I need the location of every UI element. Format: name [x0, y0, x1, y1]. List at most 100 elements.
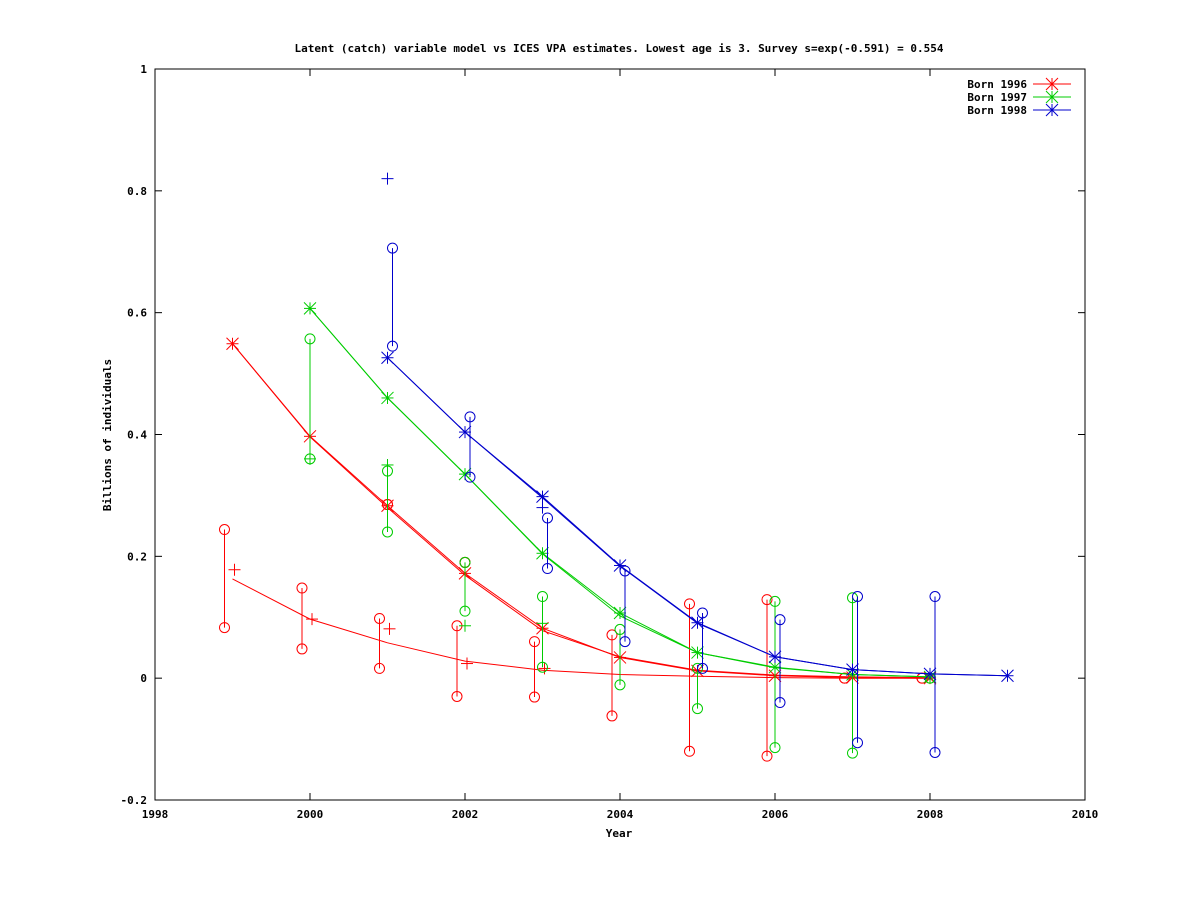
series-interval-circle: [459, 605, 471, 617]
survey-plus-marker: [459, 619, 471, 632]
series-interval-circle: [769, 595, 781, 607]
series-vpa-line: [309, 308, 931, 678]
series-interval-circle: [852, 737, 863, 749]
series-model-line: [309, 308, 931, 678]
legend-marker: [1045, 103, 1059, 117]
series-interval-circle: [387, 340, 398, 352]
series-interval-circle: [929, 591, 941, 603]
series-interval-circle: [697, 662, 708, 674]
lowest-age-plus-marker: [306, 613, 318, 626]
legend-marker: [1045, 90, 1059, 104]
series-model-line: [232, 343, 931, 679]
x-tick-label: 2000: [297, 808, 324, 821]
series-star-marker: [303, 302, 317, 315]
series-star-marker: [613, 559, 627, 572]
lowest-age-plus-marker: [228, 563, 241, 576]
lowest-age-interval-circle: [761, 594, 773, 606]
y-tick-label: 0.8: [127, 185, 147, 198]
series-interval-circle: [542, 563, 553, 575]
series-interval-circle: [542, 512, 553, 524]
series-interval-circle: [619, 565, 631, 577]
x-tick-label: 1998: [142, 808, 169, 821]
series-interval-circle: [619, 636, 631, 648]
y-tick-label: 0.4: [127, 429, 147, 442]
x-tick-label: 2004: [607, 808, 634, 821]
lowest-age-interval-circle: [296, 643, 308, 655]
x-axis-label: Year: [606, 827, 633, 840]
y-tick-label: 0.6: [127, 307, 147, 320]
y-axis-label: Billions of individuals: [101, 359, 114, 511]
y-tick-label: 0.2: [127, 550, 147, 563]
series-star-marker: [226, 337, 239, 351]
x-tick-label: 2010: [1072, 808, 1099, 821]
series-star-marker: [381, 351, 394, 365]
lowest-age-interval-circle: [761, 750, 773, 762]
series-interval-circle: [929, 746, 941, 758]
lowest-age-interval-circle: [296, 582, 308, 594]
series-interval-circle: [304, 333, 316, 345]
legend-marker: [1045, 77, 1059, 91]
lowest-age-interval-circle: [606, 710, 618, 722]
lowest-age-interval-circle: [529, 691, 540, 703]
survey-plus-marker: [381, 172, 394, 185]
series-interval-circle: [382, 526, 393, 538]
lowest-age-interval-circle: [451, 690, 463, 702]
x-tick-label: 2002: [452, 808, 479, 821]
series-star-marker: [768, 650, 782, 664]
x-tick-label: 2006: [762, 808, 789, 821]
lowest-age-interval-circle: [219, 622, 230, 634]
lowest-age-interval-circle: [374, 662, 385, 674]
y-tick-label: 1: [140, 63, 147, 76]
lowest-age-interval-circle: [219, 524, 230, 536]
series-interval-circle: [847, 747, 858, 759]
series-interval-circle: [464, 411, 476, 423]
series-interval-circle: [464, 471, 476, 483]
survey-plus-marker: [304, 452, 316, 465]
series-interval-circle: [774, 614, 786, 626]
legend-label: Born 1998: [967, 104, 1027, 117]
series-star-marker: [923, 667, 937, 681]
y-tick-label: 0: [140, 672, 147, 685]
series-interval-circle: [537, 591, 548, 603]
plot-frame: [154, 68, 1086, 801]
series-interval-circle: [459, 556, 471, 568]
axes: 1998 2000 2002 2004 2006 2008 2010 -0.2 0 0.2 0.4 0…: [121, 63, 1099, 821]
lowest-age-plus-marker: [461, 657, 473, 670]
lowest-age-interval-circle: [529, 636, 540, 648]
survey-plus-marker: [536, 617, 549, 630]
series-star-marker: [536, 490, 549, 503]
series-star-marker: [691, 646, 704, 659]
lowest-age-plus-marker: [383, 622, 396, 635]
legend-label: Born 1996: [967, 78, 1027, 91]
lowest-age-curve: [232, 578, 930, 679]
series-star-marker: [1001, 669, 1014, 683]
survey-plus-marker: [381, 458, 394, 471]
series-star-marker: [613, 606, 627, 620]
x-tick-label: 2008: [917, 808, 944, 821]
series-star-marker: [381, 391, 394, 405]
series-interval-circle: [774, 697, 786, 709]
survey-plus-marker: [536, 501, 549, 514]
series-star-marker: [458, 425, 472, 439]
lowest-age-interval-circle: [374, 612, 385, 624]
series-star-marker: [846, 663, 859, 676]
series-vpa-line: [232, 343, 931, 679]
series-interval-circle: [387, 242, 398, 254]
lowest-age-interval-circle: [684, 598, 695, 610]
legend-label: Born 1997: [967, 91, 1027, 104]
lowest-age-plus-marker: [538, 662, 551, 675]
series-star-marker: [458, 467, 472, 481]
chart-title: Latent (catch) variable model vs ICES VP…: [294, 42, 943, 55]
series-interval-circle: [697, 607, 708, 619]
series-interval-circle: [614, 679, 626, 691]
series-star-marker: [536, 546, 549, 560]
series-interval-circle: [852, 591, 863, 603]
y-tick-label: -0.2: [121, 794, 148, 807]
lowest-age-interval-circle: [684, 745, 695, 757]
plot-area: [219, 172, 1014, 762]
series-interval-circle: [769, 742, 781, 754]
series-interval-circle: [692, 703, 703, 715]
series-star-marker: [691, 616, 704, 630]
lowest-age-interval-circle: [606, 629, 618, 641]
